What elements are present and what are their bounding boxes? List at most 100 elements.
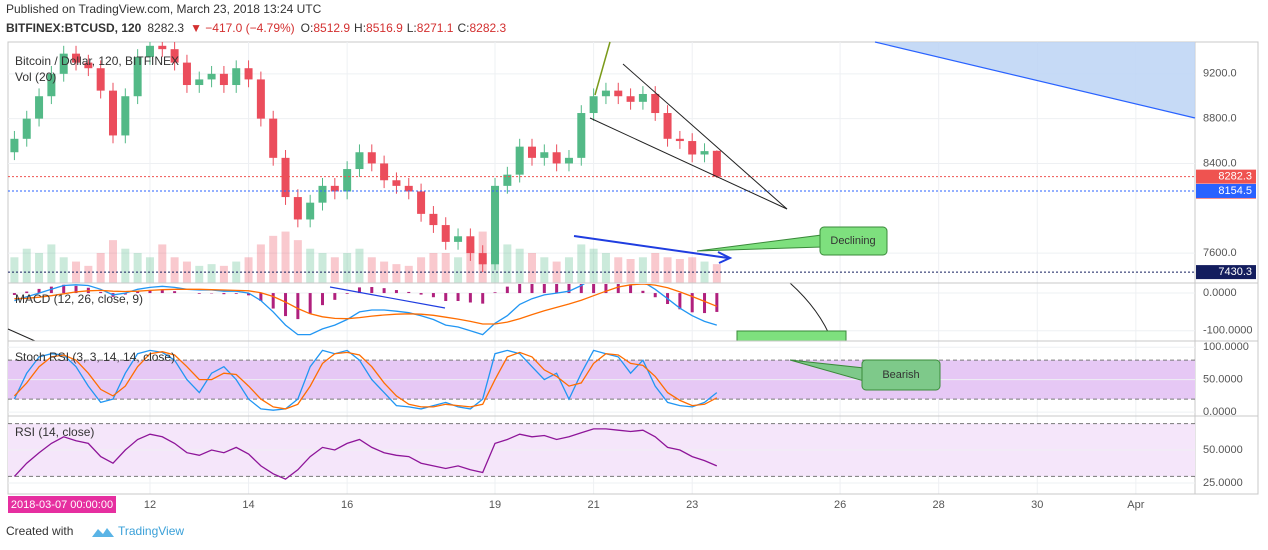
volume-bar bbox=[638, 257, 647, 283]
volume-bar bbox=[367, 257, 376, 283]
price-label-box bbox=[1196, 183, 1256, 198]
ohlc-value: 8271.1 bbox=[417, 21, 454, 35]
ohlc-key: H: bbox=[354, 21, 366, 35]
candle-body bbox=[170, 49, 179, 63]
volume-bar bbox=[651, 253, 660, 283]
candle-body bbox=[219, 73, 228, 86]
histogram-bar bbox=[629, 284, 633, 294]
x-tick-label: 28 bbox=[933, 499, 945, 511]
candle-body bbox=[22, 118, 31, 139]
histogram-bar bbox=[296, 293, 300, 320]
histogram-bar bbox=[197, 293, 201, 294]
candle-body bbox=[404, 185, 413, 192]
histogram-bar bbox=[173, 291, 177, 294]
arrow-head bbox=[717, 251, 733, 264]
histogram-bar bbox=[419, 293, 423, 295]
histogram-bar bbox=[555, 284, 559, 294]
candle-body bbox=[195, 79, 204, 86]
candle-body bbox=[675, 138, 684, 142]
candle-body bbox=[207, 73, 216, 80]
histogram-bar bbox=[25, 291, 29, 294]
candle-body bbox=[564, 157, 573, 164]
callout-text: Bearish bbox=[882, 369, 919, 381]
series-line bbox=[13, 349, 718, 411]
candle-body bbox=[663, 113, 672, 139]
volume-bar bbox=[306, 248, 315, 283]
trend-line bbox=[7, 328, 36, 342]
volume-bar bbox=[35, 253, 44, 283]
candle-body bbox=[601, 90, 610, 97]
volume-bar bbox=[59, 257, 68, 283]
histogram-bar bbox=[345, 293, 349, 294]
candle-body bbox=[700, 151, 709, 155]
candle-body bbox=[330, 185, 339, 192]
panel-title: Stoch RSI (3, 3, 14, 14, close) bbox=[15, 350, 175, 364]
candle-body bbox=[182, 62, 191, 86]
ohlc-key: L: bbox=[407, 21, 417, 35]
x-tick-label: 30 bbox=[1031, 499, 1043, 511]
candle-body bbox=[84, 62, 93, 69]
histogram-bar bbox=[579, 284, 583, 294]
volume-bar bbox=[527, 253, 536, 283]
panel-title: RSI (14, close) bbox=[15, 425, 94, 439]
histogram-bar bbox=[160, 289, 164, 294]
histogram-bar bbox=[530, 284, 534, 294]
histogram-bar bbox=[333, 293, 337, 300]
cursor-label-box bbox=[8, 496, 116, 513]
volume-bar bbox=[318, 253, 327, 283]
candle-body bbox=[355, 152, 364, 170]
volume-bar bbox=[712, 264, 721, 283]
volume-bar bbox=[244, 257, 253, 283]
volume-bar bbox=[392, 264, 401, 283]
histogram-bar bbox=[394, 290, 398, 294]
candle-body bbox=[478, 253, 487, 265]
footer-created: Created with bbox=[6, 524, 73, 538]
volume-bar bbox=[207, 264, 216, 283]
candle-body bbox=[712, 150, 721, 177]
histogram-bar bbox=[407, 291, 411, 294]
x-tick-label: Apr bbox=[1127, 499, 1144, 511]
panel bbox=[8, 42, 1195, 283]
histogram-bar bbox=[678, 293, 682, 310]
candle-body bbox=[158, 45, 167, 50]
volume-bar bbox=[675, 259, 684, 283]
histogram-bar bbox=[567, 284, 571, 294]
histogram-bar bbox=[62, 284, 66, 294]
histogram-bar bbox=[74, 285, 78, 294]
histogram-bar bbox=[234, 293, 238, 294]
candle-body bbox=[552, 152, 561, 164]
volume-bar bbox=[441, 253, 450, 283]
callout-box bbox=[819, 226, 888, 256]
volume-bar bbox=[108, 240, 117, 283]
candle-body bbox=[96, 68, 105, 91]
volume-bar bbox=[688, 257, 697, 283]
volume-bar bbox=[96, 253, 105, 283]
y-tick-label: 50.0000 bbox=[1203, 374, 1243, 386]
histogram-bar bbox=[468, 293, 472, 303]
volume-bar bbox=[195, 265, 204, 283]
y-tick-label: 50.0000 bbox=[1203, 444, 1243, 456]
histogram-bar bbox=[99, 291, 103, 294]
panel-title: Bitcoin / Dollar, 120, BITFINEX bbox=[15, 54, 179, 68]
histogram-bar bbox=[370, 287, 374, 294]
wedge-line bbox=[622, 63, 788, 210]
candle-body bbox=[577, 113, 586, 158]
histogram-bar bbox=[357, 287, 361, 294]
footer-brand: TradingView bbox=[118, 524, 184, 538]
series-line bbox=[13, 351, 718, 410]
volume-bar bbox=[429, 253, 438, 283]
candle-body bbox=[133, 57, 142, 97]
volume-bar bbox=[540, 257, 549, 283]
histogram-bar bbox=[641, 290, 645, 294]
candle-body bbox=[527, 146, 536, 158]
volume-bar bbox=[256, 244, 265, 283]
volume-bar bbox=[219, 265, 228, 283]
candle-body bbox=[293, 197, 302, 220]
price-label: 8282.3 bbox=[1218, 171, 1252, 183]
volume-bar bbox=[121, 248, 130, 283]
candle-body bbox=[589, 96, 598, 114]
volume-bar bbox=[663, 257, 672, 283]
candle-body bbox=[688, 141, 697, 155]
divergence-line bbox=[329, 286, 446, 309]
